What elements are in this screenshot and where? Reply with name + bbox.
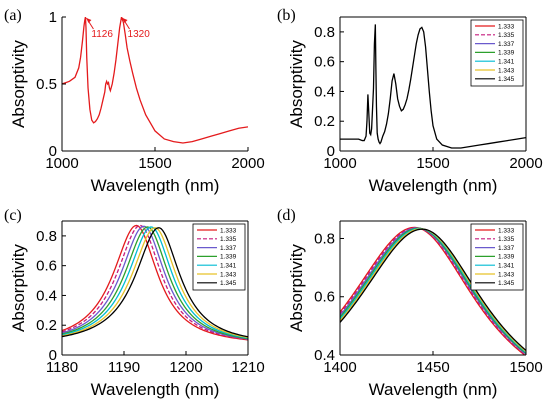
x-tick-label: 1000 [45,155,78,172]
y-axis-title: Absorptivity [287,40,306,128]
y-tick-label: 0.4 [36,287,57,304]
legend-label: 1.345 [220,280,237,287]
legend-label: 1.343 [498,271,515,278]
panel-label: (d) [277,207,296,224]
y-axis-title: Absorptivity [9,244,28,332]
legend-label: 1.339 [498,50,515,57]
x-axis-title: Wavelength (nm) [91,176,220,195]
panel-label: (a) [4,7,22,24]
y-tick-label: 0.4 [314,347,335,364]
legend-label: 1.335 [220,236,237,243]
y-tick-label: 0.5 [36,76,57,93]
series-line-1.345 [340,24,526,149]
y-axis-title: Absorptivity [9,40,28,128]
x-tick-label: 2000 [509,155,542,172]
x-tick-label: 1400 [323,359,356,376]
panel-b: 1000 1500 2000 0 0.2 0.4 0.6 0.8 Wavelength (nm)… [277,7,543,195]
legend-label: 1.341 [498,59,515,66]
y-tick-label: 0 [49,347,57,364]
legend-label: 1.337 [498,245,515,252]
x-tick-label: 1500 [416,155,449,172]
y-tick-label: 0.8 [314,24,335,41]
x-tick-label: 1450 [416,359,449,376]
legend-label: 1.333 [498,227,515,234]
annotation-arrowhead [86,18,92,23]
panel-a: 1000 1500 2000 0 0.5 1 Wavelength (nm) Absorpti… [4,7,265,195]
x-tick-label: 2000 [231,155,264,172]
y-tick-label: 0.6 [314,54,335,71]
x-axis-title: Wavelength (nm) [369,380,498,399]
x-tick-label: 1190 [108,359,140,376]
legend-label: 1.333 [220,227,237,234]
y-tick-label: 0.6 [314,289,335,306]
legend-label: 1.341 [498,263,515,270]
panel-d: 1400 1450 1500 0.4 0.6 0.8 Wavelength (nm) Abso… [277,207,543,399]
legend-label: 1.343 [220,271,237,278]
x-tick-label: 1500 [509,359,542,376]
x-axis-title: Wavelength (nm) [369,176,498,195]
series-line-1.345 [340,228,526,351]
panel-label: (c) [4,207,22,224]
series-group [340,226,526,355]
legend-label: 1.345 [498,76,515,83]
series-group [340,24,526,149]
y-axis-title: Absorptivity [287,244,306,332]
series-group [62,224,248,341]
y-tick-label: 0 [327,143,335,160]
y-tick-label: 0.8 [314,230,335,247]
y-tick-label: 0.4 [314,83,335,100]
x-tick-label: 1210 [231,359,264,376]
series-line-1.345 [62,227,248,338]
y-tick-label: 0 [49,143,57,160]
legend-label: 1.341 [220,263,237,270]
x-tick-label: 1500 [138,155,171,172]
legend-label: 1.345 [498,280,515,287]
series-group [62,17,248,144]
legend-label: 1.343 [498,67,515,74]
series-line-s0 [62,17,248,144]
legend-label: 1.339 [498,254,515,261]
x-tick-label: 1180 [46,359,78,376]
series-line-1.343 [62,227,248,339]
legend-label: 1.333 [498,23,515,30]
legend-label: 1.339 [220,254,237,261]
y-tick-label: 0.2 [314,113,335,130]
x-tick-label: 1200 [169,359,202,376]
legend-label: 1.337 [498,41,515,48]
panel-c: 1180 1190 1200 1210 0 0.2 0.4 0.6 0.8 Wavelength … [4,207,265,399]
panel-label: (b) [277,7,296,24]
x-tick-label: 1000 [323,155,356,172]
x-axis-title: Wavelength (nm) [91,380,220,399]
legend-label: 1.335 [498,236,515,243]
legend-label: 1.335 [498,32,515,39]
series-line-1.335 [62,224,248,341]
annotation-label: 1320 [128,29,151,40]
series-line-1.333 [62,224,248,341]
y-tick-label: 0.6 [36,258,57,275]
annotation-label: 1126 [91,29,113,40]
series-line-1.339 [62,226,248,340]
y-tick-label: 0.8 [36,228,57,245]
legend-label: 1.337 [220,245,237,252]
series-line-1.337 [340,227,526,355]
annotation-arrowhead [122,18,128,23]
series-line-1.333 [340,226,526,355]
series-line-1.337 [62,225,248,340]
y-tick-label: 0.2 [36,317,57,334]
y-tick-label: 1 [49,9,57,26]
